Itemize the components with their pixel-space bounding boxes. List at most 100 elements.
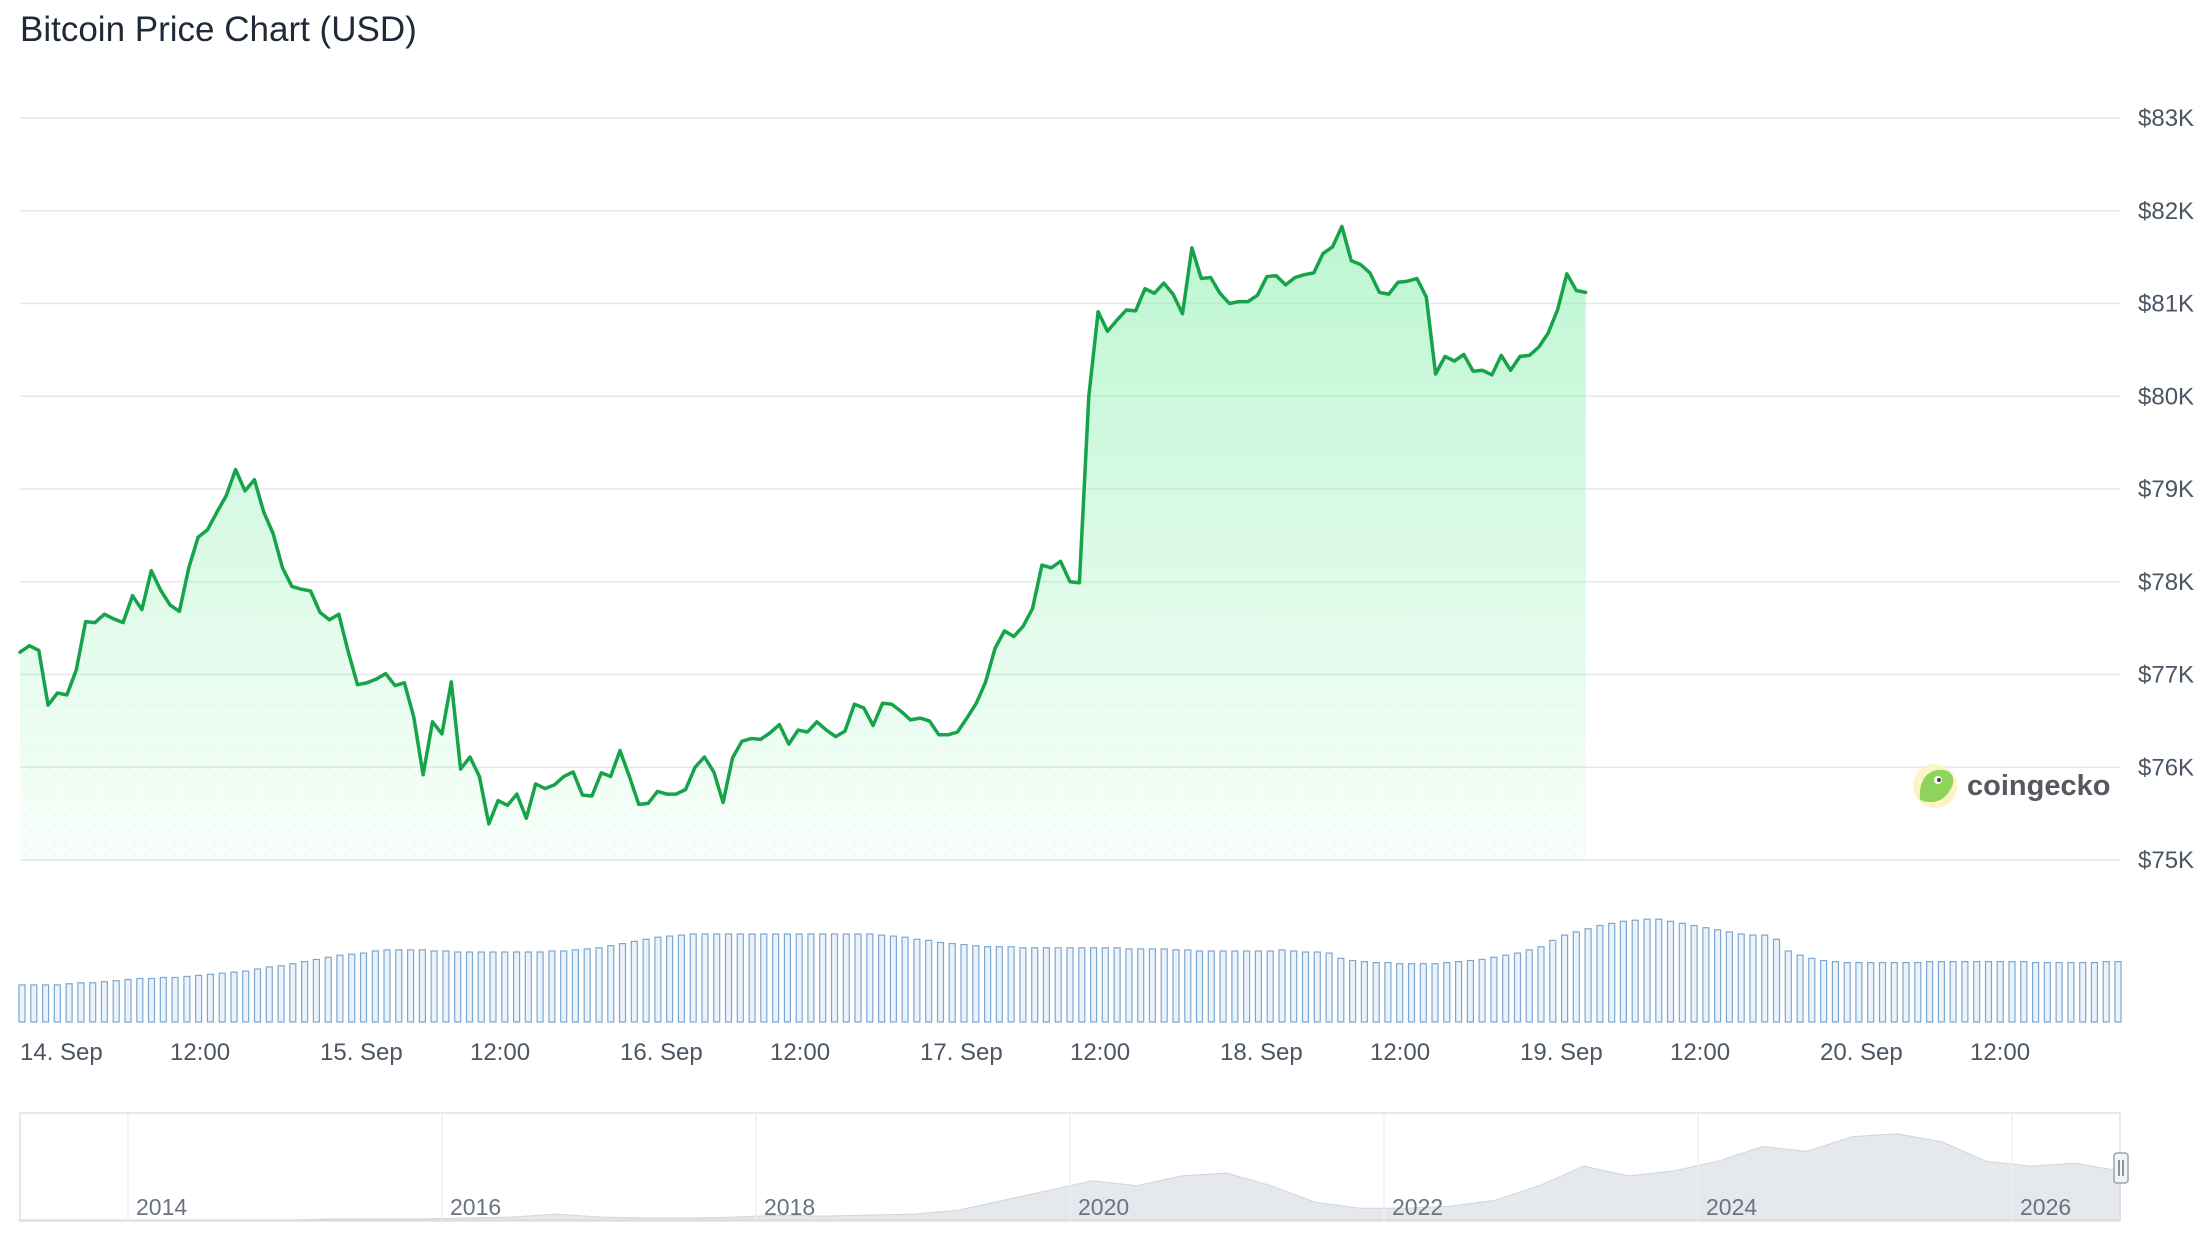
volume-bar [583, 948, 591, 1023]
volume-bar [1195, 950, 1204, 1023]
volume-bar [371, 950, 379, 1023]
volume-bar [1878, 961, 1887, 1023]
volume-bar [524, 951, 532, 1023]
volume-bar [1407, 963, 1416, 1023]
volume-bar [1949, 960, 1957, 1023]
volume-bar [1984, 960, 1993, 1023]
volume-bar [89, 982, 97, 1023]
volume-bar [1784, 950, 1792, 1023]
coingecko-logo: coingecko [1913, 764, 2110, 808]
volume-bar [1089, 947, 1098, 1023]
volume-bar [112, 980, 120, 1023]
volume-bar [1254, 950, 1263, 1023]
volume-bar [630, 940, 638, 1023]
volume-bar [877, 934, 886, 1023]
navigator[interactable]: 2014 2016 2018 2020 2022 2024 2026 [19, 1112, 2129, 1222]
volume-bar [1619, 920, 1628, 1023]
volume-bar [1925, 960, 1934, 1023]
volume-bar [1219, 950, 1227, 1023]
volume-bar [1184, 949, 1192, 1023]
volume-bar [1337, 957, 1345, 1023]
volume-bar [819, 933, 827, 1023]
volume-bar [842, 933, 850, 1023]
volume-bar [1678, 922, 1686, 1023]
volume-bar [1360, 960, 1369, 1023]
navigator-tick-label: 2018 [764, 1194, 815, 1220]
volume-bar [230, 971, 238, 1023]
volume-bar [1007, 946, 1015, 1023]
volume-bar [1713, 929, 1722, 1023]
volume-bar [1290, 950, 1298, 1023]
volume-bar [477, 951, 485, 1023]
volume-bar [265, 966, 273, 1023]
volume-bar [795, 933, 803, 1023]
volume-bar [854, 933, 862, 1023]
volume-bar [2067, 961, 2075, 1023]
volume-bar [1125, 948, 1133, 1023]
volume-bar [1666, 920, 1675, 1023]
volume-bar [1172, 949, 1180, 1023]
volume-bar [242, 970, 250, 1023]
volume-bar [2020, 960, 2028, 1023]
volume-bar [830, 933, 839, 1023]
navigator-handle[interactable] [2113, 1152, 2129, 1184]
volume-bar [866, 933, 874, 1023]
navigator-ticks: 2014 2016 2018 2020 2022 2024 2026 [127, 1113, 2071, 1221]
volume-bar [1537, 946, 1545, 1023]
x-tick-label: 12:00 [1970, 1039, 2030, 1066]
price-line[interactable] [18, 224, 1588, 826]
volume-bar [1867, 961, 1875, 1023]
price-line-group[interactable] [18, 224, 1588, 826]
volume-bar [1996, 960, 2004, 1023]
volume-bar [1431, 963, 1439, 1023]
volume-bar [1702, 927, 1710, 1023]
volume-bar [1772, 938, 1781, 1023]
volume-bar [53, 984, 61, 1023]
y-tick-label: $82K [2138, 198, 2194, 225]
volume-bar [1019, 947, 1027, 1023]
coingecko-wordmark: coingecko [1967, 770, 2110, 802]
volume-bar [760, 933, 768, 1023]
volume-bar [442, 950, 450, 1023]
volume-bar [1325, 952, 1333, 1023]
volume-bar [2102, 960, 2110, 1023]
volume-bar [1796, 954, 1804, 1023]
volume-bar [2008, 960, 2016, 1023]
volume-bar [783, 933, 792, 1023]
navigator-tick-label: 2016 [450, 1194, 501, 1220]
volume-bar [324, 956, 332, 1023]
volume-bar [312, 958, 320, 1023]
volume-bar [218, 972, 226, 1023]
volume-bar [889, 935, 898, 1023]
volume-bar [454, 951, 462, 1023]
volume-bar [1961, 960, 1969, 1023]
volume-bar [183, 975, 191, 1023]
volume-bar [30, 984, 38, 1023]
y-tick-label: $81K [2138, 291, 2194, 318]
volume-bar [1478, 958, 1486, 1023]
volume-bar [983, 946, 992, 1023]
y-tick-label: $79K [2138, 476, 2194, 503]
volume-bar [1525, 949, 1533, 1023]
volume-bar [1454, 960, 1463, 1023]
volume-bar [936, 941, 945, 1023]
navigator-tick-label: 2024 [1706, 1194, 1757, 1220]
volume-bar [1914, 961, 1922, 1023]
x-tick-label: 15. Sep [320, 1039, 403, 1066]
volume-bar [2090, 961, 2098, 1023]
volume-bar [1031, 947, 1039, 1023]
volume-bar [913, 938, 921, 1023]
volume-bar [1278, 949, 1286, 1023]
volume-bar [1608, 922, 1616, 1023]
volume-bar [1372, 961, 1380, 1023]
volume-bar [124, 978, 132, 1023]
volume-bar [1078, 947, 1086, 1023]
volume-bar [948, 942, 956, 1023]
volume-bar [1313, 951, 1321, 1023]
x-tick-label: 20. Sep [1820, 1039, 1903, 1066]
volume-bar [2031, 961, 2040, 1023]
volume-bar [277, 965, 285, 1023]
volume-bar [571, 949, 580, 1023]
navigator-history-area [20, 1133, 2121, 1221]
